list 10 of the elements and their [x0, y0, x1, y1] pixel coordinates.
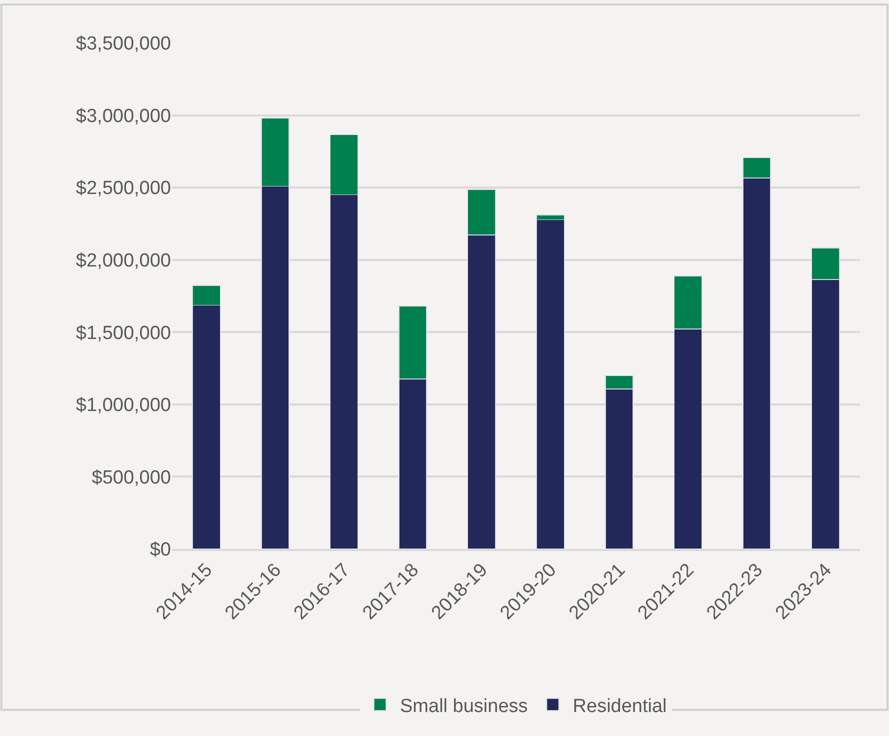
y-tick-label: $1,000,000 — [76, 395, 171, 416]
y-tick-label: $2,000,000 — [76, 250, 171, 272]
y-tick-label: $1,500,000 — [76, 322, 171, 344]
y-tick-label: $0 — [150, 540, 171, 561]
y-tick-label: $500,000 — [92, 467, 171, 488]
legend-label: Residential — [572, 696, 667, 717]
y-tick-label: $3,500,000 — [76, 34, 171, 55]
legend-label: Small business — [400, 696, 528, 717]
y-tick-label: $3,000,000 — [76, 106, 171, 127]
y-tick-label: $2,500,000 — [76, 178, 171, 200]
